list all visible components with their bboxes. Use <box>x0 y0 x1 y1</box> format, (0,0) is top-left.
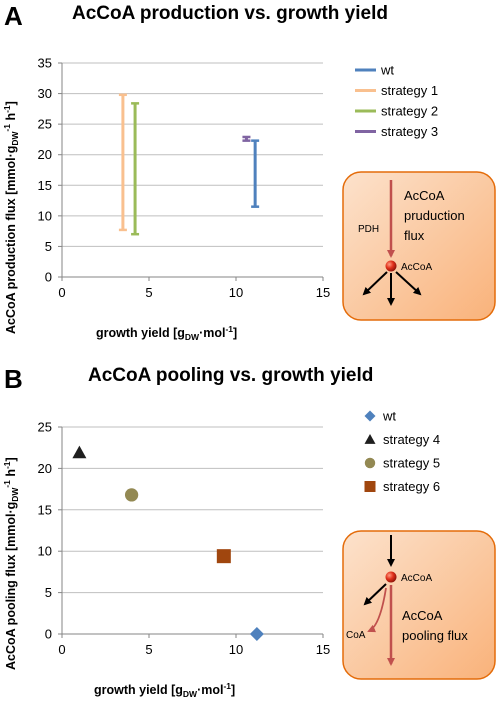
b-legend-marker-strategy-5 <box>364 457 376 469</box>
b-x-tick-label-1: 5 <box>145 642 152 657</box>
panel-b-title: AcCoA pooling vs. growth yield <box>88 365 373 386</box>
panel-a-y-tick-labels: 0 5 10 15 20 25 30 35 <box>38 56 52 285</box>
panel-b-inset-accoa-node <box>385 571 397 583</box>
panel-a-x-tick-labels: 0 5 10 15 <box>58 285 330 300</box>
a-y-tick-label-3: 15 <box>38 178 52 193</box>
panel-b-letter: B <box>4 364 23 394</box>
panel-b-gridlines <box>62 426 323 594</box>
a-errorbar-strategy-2 <box>131 102 140 236</box>
a-legend-label-strategy-1: strategy 1 <box>381 83 438 98</box>
panel-b-inset-flux-label-1: AcCoA <box>402 608 443 623</box>
b-legend-label-strategy-6: strategy 6 <box>383 479 440 494</box>
b-x-tick-label-3: 15 <box>316 642 330 657</box>
panel-b-inset-box <box>342 530 496 680</box>
panel-a-inset-flux-label-1: AcCoA <box>404 188 445 203</box>
panel-a-inset-flux-label-3: flux <box>404 228 425 243</box>
b-y-tick-label-0: 0 <box>45 627 52 642</box>
panel-b-points <box>72 445 264 641</box>
a-x-tick-label-0: 0 <box>58 285 65 300</box>
panel-a-gridlines <box>62 62 323 247</box>
panel-b-axes <box>58 426 324 638</box>
panel-b-legend: wt strategy 4 strategy 5 strategy 6 <box>364 409 440 494</box>
a-y-tick-label-6: 30 <box>38 86 52 101</box>
panel-a-inset-node-label: AcCoA <box>401 262 432 273</box>
panel-b: B AcCoA pooling vs. growth yield 0 5 10 15 2… <box>2 364 496 699</box>
panel-a-legend: wt strategy 1 strategy 2 strategy 3 <box>355 63 438 139</box>
panel-b-inset-diagram: AcCoA CoA AcCoA pooling flux <box>342 530 496 680</box>
a-legend-label-wt: wt <box>380 63 394 78</box>
b-point-strategy-5 <box>124 488 139 502</box>
panel-b-inset-flux-label-2: pooling flux <box>402 628 468 643</box>
a-x-tick-label-1: 5 <box>145 285 152 300</box>
panel-b-x-tick-labels: 0 5 10 15 <box>58 642 330 657</box>
a-y-tick-label-5: 25 <box>38 117 52 132</box>
b-y-tick-label-3: 15 <box>38 502 52 517</box>
b-legend-label-strategy-5: strategy 5 <box>383 456 440 471</box>
a-x-tick-label-3: 15 <box>316 285 330 300</box>
b-legend-label-strategy-4: strategy 4 <box>383 432 440 447</box>
b-y-tick-label-5: 25 <box>38 420 52 435</box>
panel-b-inset-out-arrow-left <box>363 583 387 606</box>
b-legend-marker-strategy-6 <box>364 481 376 492</box>
b-legend-label-wt: wt <box>382 409 396 424</box>
b-point-strategy-4 <box>72 445 87 459</box>
a-y-tick-label-7: 35 <box>38 56 52 71</box>
a-y-tick-label-1: 5 <box>45 239 52 254</box>
b-y-tick-label-4: 20 <box>38 461 52 476</box>
panel-b-y-tick-labels: 0 5 10 15 20 25 <box>38 420 52 642</box>
panel-a-x-axis-label: growth yield [gDW·mol-1] <box>96 324 237 342</box>
a-x-tick-label-2: 10 <box>229 285 243 300</box>
panel-a-inset-diagram: PDH AcCoA pruduction flux AcCoA <box>342 171 496 321</box>
panel-b-inset-coa-label: CoA <box>346 630 366 641</box>
a-y-tick-label-0: 0 <box>45 270 52 285</box>
a-y-tick-label-4: 20 <box>38 147 52 162</box>
b-point-wt <box>249 627 264 641</box>
panel-a: A AcCoA production vs. growth yield 0 5 10… <box>2 1 496 342</box>
b-y-tick-label-2: 10 <box>38 544 52 559</box>
b-legend-marker-strategy-4 <box>364 434 376 444</box>
a-y-tick-label-2: 10 <box>38 208 52 223</box>
panel-a-inset-out-arrow-left <box>362 271 388 296</box>
panel-a-inset-out-arrow-right <box>395 271 422 296</box>
b-x-tick-label-2: 10 <box>229 642 243 657</box>
a-errorbar-wt <box>251 139 260 208</box>
panel-a-inset-flux-label-2: pruduction <box>404 208 465 223</box>
a-legend-label-strategy-3: strategy 3 <box>381 124 438 139</box>
a-errorbar-strategy-3 <box>242 135 251 142</box>
panel-a-title: AcCoA production vs. growth yield <box>72 3 388 24</box>
panel-b-x-axis-label: growth yield [gDW·mol-1] <box>94 681 235 699</box>
b-point-strategy-6 <box>216 549 231 564</box>
b-legend-marker-wt <box>364 410 376 422</box>
panel-a-error-bars <box>118 93 260 236</box>
panel-a-inset-accoa-node <box>385 260 397 272</box>
panel-a-y-axis-label: AcCoA production flux [mmol·gDW-1 h-1] <box>2 101 20 334</box>
b-y-tick-label-1: 5 <box>45 585 52 600</box>
panel-a-inset-box <box>342 171 496 321</box>
panel-b-inset-node-label: AcCoA <box>401 573 432 584</box>
panel-b-inset-coa-arrow <box>367 587 387 633</box>
panel-b-y-axis-label: AcCoA pooling flux [mmol·gDW-1 h-1] <box>2 457 20 670</box>
a-errorbar-strategy-1 <box>118 93 127 232</box>
panel-a-inset-pdh-label: PDH <box>358 224 379 235</box>
a-legend-label-strategy-2: strategy 2 <box>381 104 438 119</box>
b-x-tick-label-0: 0 <box>58 642 65 657</box>
panel-a-axes <box>58 62 324 281</box>
panel-a-letter: A <box>4 1 23 31</box>
